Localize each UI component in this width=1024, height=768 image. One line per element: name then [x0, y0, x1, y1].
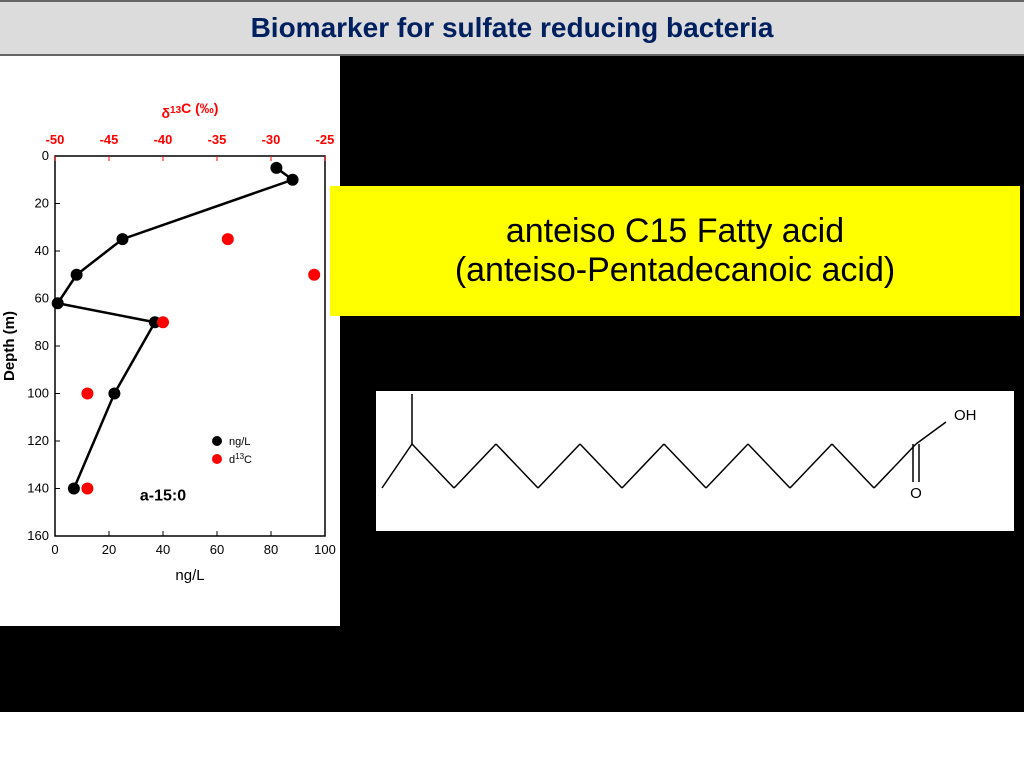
svg-text:d13C: d13C: [229, 452, 252, 466]
svg-text:80: 80: [35, 338, 49, 353]
svg-text:100: 100: [27, 386, 49, 401]
chart-svg: 0 20 40 60 80 100 120 140 160 Depth (m) 0 20 40 60 80 1…: [0, 56, 340, 626]
compound-name-line2: (anteiso-Pentadecanoic acid): [455, 251, 895, 290]
content-area: 0 20 40 60 80 100 120 140 160 Depth (m) 0 20 40 60 80 1…: [0, 56, 1024, 712]
svg-text:-40: -40: [154, 132, 173, 147]
compound-name-box: anteiso C15 Fatty acid (anteiso-Pentadec…: [330, 186, 1020, 316]
svg-text:100: 100: [314, 542, 336, 557]
svg-text:O: O: [910, 485, 922, 502]
svg-text:0: 0: [42, 148, 49, 163]
svg-text:20: 20: [35, 196, 49, 211]
svg-text:ng/L: ng/L: [175, 567, 204, 584]
svg-text:-45: -45: [100, 132, 119, 147]
svg-text:-25: -25: [316, 132, 335, 147]
svg-text:20: 20: [102, 542, 116, 557]
svg-text:160: 160: [27, 528, 49, 543]
svg-text:-30: -30: [262, 132, 281, 147]
svg-text:Depth (m): Depth (m): [1, 311, 18, 381]
svg-text:60: 60: [210, 542, 224, 557]
svg-text:0: 0: [51, 542, 58, 557]
page-title: Biomarker for sulfate reducing bacteria: [251, 12, 774, 44]
svg-text:ng/L: ng/L: [229, 436, 250, 448]
svg-text:80: 80: [264, 542, 278, 557]
svg-text:δ13C (‰): δ13C (‰): [162, 100, 219, 121]
svg-text:40: 40: [35, 243, 49, 258]
depth-profile-chart: 0 20 40 60 80 100 120 140 160 Depth (m) 0 20 40 60 80 1…: [0, 56, 340, 626]
svg-text:-50: -50: [46, 132, 65, 147]
title-bar: Biomarker for sulfate reducing bacteria: [0, 0, 1024, 56]
svg-text:OH: OH: [954, 407, 977, 424]
svg-text:a-15:0: a-15:0: [140, 487, 186, 504]
svg-text:40: 40: [156, 542, 170, 557]
svg-text:140: 140: [27, 481, 49, 496]
svg-text:120: 120: [27, 433, 49, 448]
svg-text:60: 60: [35, 291, 49, 306]
chemical-structure: O OH: [376, 391, 1014, 531]
compound-name-line1: anteiso C15 Fatty acid: [506, 212, 844, 251]
structure-svg: O OH: [376, 391, 1014, 531]
svg-text:-35: -35: [208, 132, 227, 147]
